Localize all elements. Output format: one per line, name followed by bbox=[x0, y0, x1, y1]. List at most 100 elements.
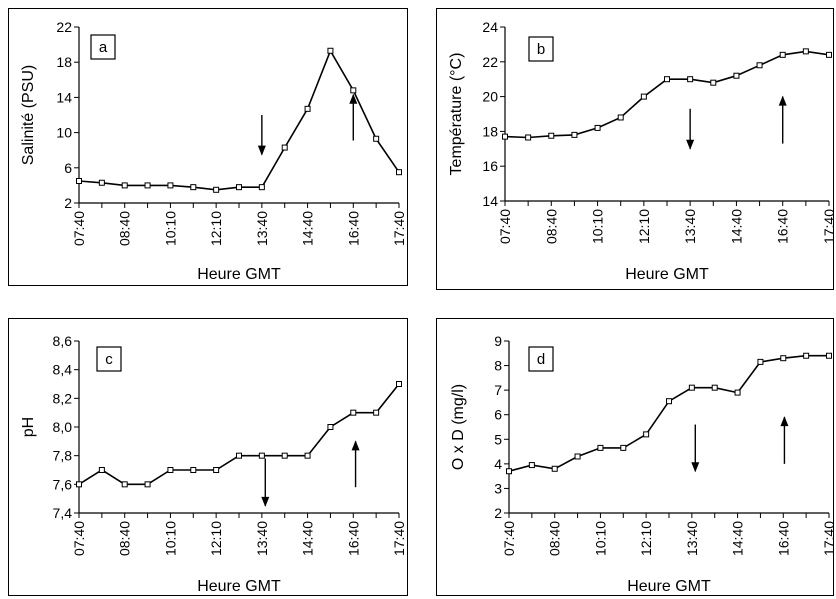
data-point bbox=[548, 132, 555, 139]
chart-c-svg: 7,4 7,6 7,8 8,0 8,2 8,4 8,6 07:40 08:40 10:10 12:1… bbox=[20, 333, 407, 595]
y-tick-label: 8,6 bbox=[53, 333, 73, 349]
arrow-down-icon bbox=[686, 108, 695, 150]
data-point bbox=[620, 444, 627, 451]
data-point bbox=[396, 381, 402, 387]
arrow-down-icon bbox=[257, 115, 266, 156]
chart-panel-d: 2 3 4 5 6 7 8 9 07:40 08:40 10:10 12:10 13:40 14:40 16… bbox=[436, 318, 835, 596]
x-tick-label: 12:10 bbox=[638, 521, 654, 556]
panel-label-box bbox=[96, 346, 122, 372]
arrow-down-icon bbox=[691, 424, 700, 473]
data-point bbox=[666, 398, 672, 405]
x-tick-label: 10:10 bbox=[592, 521, 608, 556]
data-point bbox=[710, 79, 717, 86]
data-point bbox=[711, 384, 718, 391]
y-tick-label: 8,2 bbox=[53, 390, 73, 406]
panel-label: d bbox=[537, 351, 545, 368]
x-tick-label: 12:10 bbox=[636, 209, 652, 244]
x-axis-title: Heure GMT bbox=[197, 266, 281, 283]
x-tick-label: 07:40 bbox=[497, 209, 513, 244]
y-tick-label: 7,8 bbox=[53, 448, 73, 464]
y-tick-label: 22 bbox=[56, 19, 72, 35]
y-tick-label: 9 bbox=[494, 333, 502, 349]
y-tick-label: 4 bbox=[494, 456, 502, 472]
data-point bbox=[779, 51, 786, 58]
data-point bbox=[551, 465, 558, 472]
x-tick-label: 10:10 bbox=[590, 209, 606, 244]
y-axis-title: pH bbox=[20, 417, 37, 437]
x-axis-title: Heure GMT bbox=[627, 578, 711, 595]
data-point bbox=[688, 384, 695, 391]
data-point bbox=[76, 481, 82, 488]
y-tick-label: 24 bbox=[482, 19, 498, 35]
x-axis-title: Heure GMT bbox=[625, 266, 709, 283]
x-tick-label: 10:10 bbox=[162, 211, 178, 246]
data-point bbox=[643, 431, 650, 438]
x-tick-label: 16:40 bbox=[775, 521, 791, 556]
y-tick-label: 8,0 bbox=[53, 419, 73, 435]
y-axis-title: Température (°C) bbox=[448, 53, 465, 176]
panel-label-box bbox=[528, 346, 554, 372]
y-tick-label: 2 bbox=[64, 195, 72, 211]
data-point bbox=[594, 124, 601, 131]
chart-d-svg: 2 3 4 5 6 7 8 9 07:40 08:40 10:10 12:10 13:40 14:40 16… bbox=[450, 333, 835, 595]
y-tick-label: 10 bbox=[56, 125, 72, 141]
y-tick-label: 8,4 bbox=[53, 362, 73, 378]
data-point bbox=[803, 352, 810, 359]
data-point bbox=[528, 462, 535, 469]
x-tick-label: 17:40 bbox=[821, 521, 835, 556]
chart-a-svg: 2 6 10 14 18 22 07:40 08:40 10:10 12:10 13:40 14:40… bbox=[20, 19, 407, 283]
series-line bbox=[504, 50, 830, 139]
data-point bbox=[373, 135, 380, 142]
y-axis-title: Salinité (PSU) bbox=[20, 65, 37, 165]
data-point bbox=[525, 134, 532, 141]
data-point bbox=[144, 481, 151, 488]
data-point bbox=[258, 184, 265, 191]
panel-label: c bbox=[105, 351, 113, 368]
data-point bbox=[597, 444, 604, 451]
panel-label-box bbox=[90, 34, 116, 60]
data-point bbox=[734, 389, 741, 396]
data-point bbox=[236, 452, 242, 459]
x-tick-label: 08:40 bbox=[543, 209, 559, 244]
x-tick-label: 17:40 bbox=[821, 209, 835, 244]
y-tick-label: 18 bbox=[482, 123, 498, 139]
arrow-up-icon bbox=[349, 93, 358, 141]
x-tick-label: 14:40 bbox=[728, 209, 744, 244]
x-tick-label: 07:40 bbox=[71, 521, 87, 556]
y-tick-label: 16 bbox=[482, 158, 498, 174]
data-point bbox=[574, 453, 581, 460]
y-tick-label: 18 bbox=[56, 54, 72, 70]
data-point bbox=[664, 76, 670, 83]
x-tick-label: 13:40 bbox=[682, 209, 698, 244]
data-point bbox=[98, 467, 105, 473]
y-tick-label: 3 bbox=[494, 480, 502, 496]
data-point bbox=[802, 48, 809, 55]
data-point bbox=[213, 186, 220, 193]
arrow-up-icon bbox=[351, 440, 360, 488]
data-point bbox=[190, 184, 197, 191]
data-point bbox=[571, 131, 578, 138]
y-tick-label: 7,4 bbox=[53, 505, 73, 521]
data-point bbox=[373, 409, 380, 416]
data-point bbox=[190, 467, 197, 473]
data-point bbox=[757, 358, 764, 365]
x-tick-label: 14:40 bbox=[300, 521, 316, 556]
x-tick-label: 13:40 bbox=[254, 521, 270, 556]
data-point bbox=[640, 93, 647, 100]
data-point bbox=[826, 51, 832, 58]
x-axis-title: Heure GMT bbox=[197, 578, 281, 595]
x-tick-label: 08:40 bbox=[117, 211, 133, 246]
x-tick-label: 16:40 bbox=[345, 211, 361, 246]
series-line bbox=[78, 48, 400, 191]
data-point bbox=[167, 182, 174, 189]
data-point bbox=[756, 62, 763, 69]
panel-label: b bbox=[537, 41, 545, 58]
panel-label-box bbox=[528, 36, 554, 62]
data-point bbox=[350, 87, 357, 94]
x-tick-label: 08:40 bbox=[117, 521, 133, 556]
data-point bbox=[281, 144, 288, 151]
x-tick-label: 13:40 bbox=[684, 521, 700, 556]
data-point bbox=[121, 182, 128, 189]
data-point bbox=[76, 178, 82, 184]
data-point bbox=[733, 72, 740, 79]
